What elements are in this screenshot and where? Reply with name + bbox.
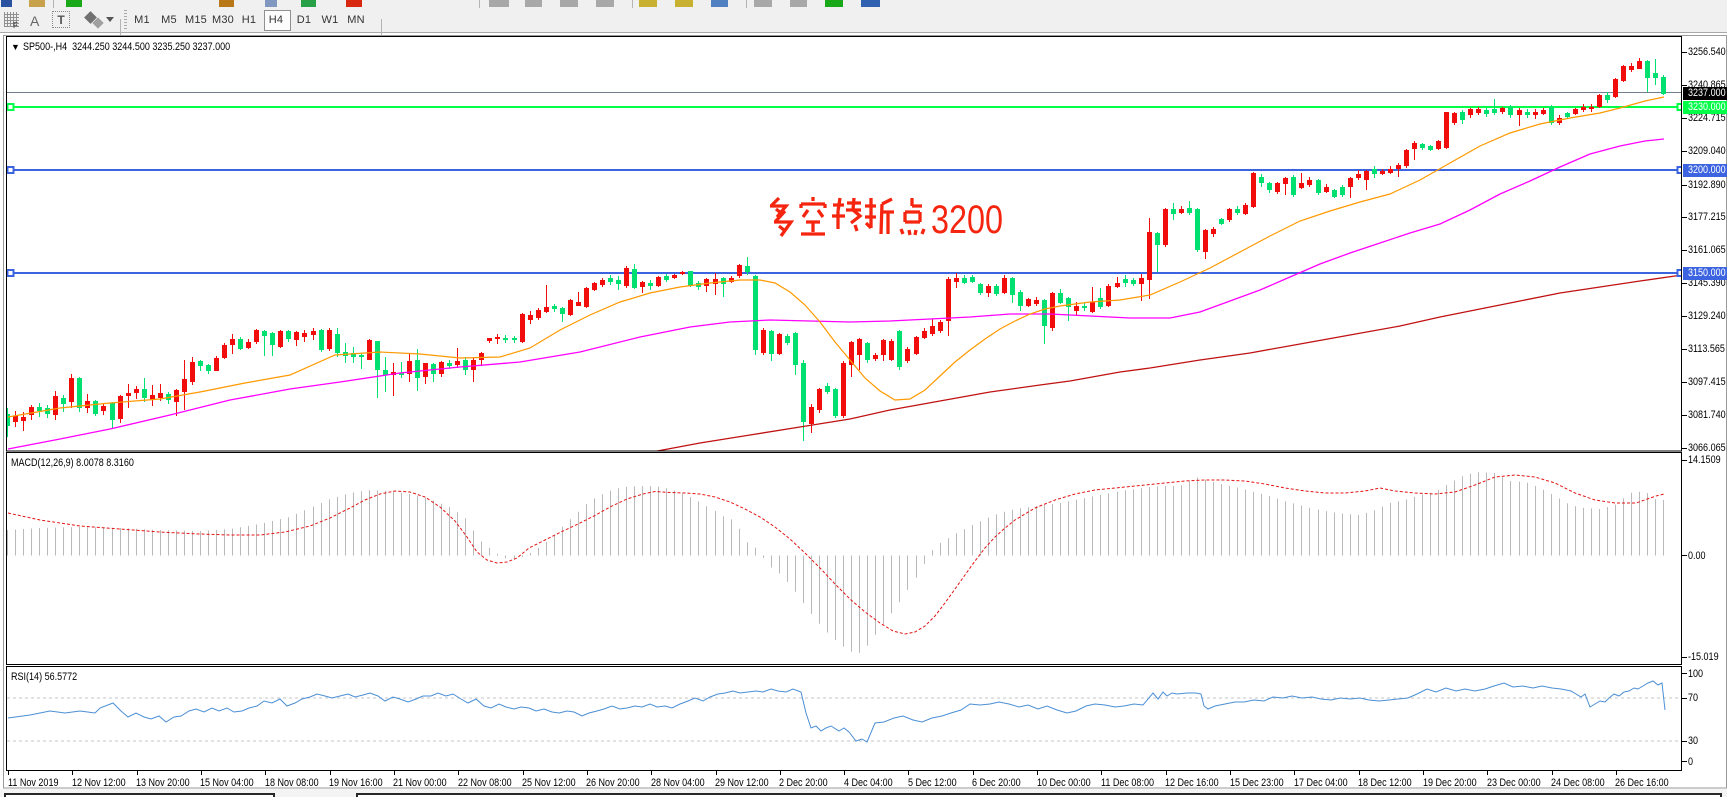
svg-text:3200: 3200 [931,197,1003,242]
